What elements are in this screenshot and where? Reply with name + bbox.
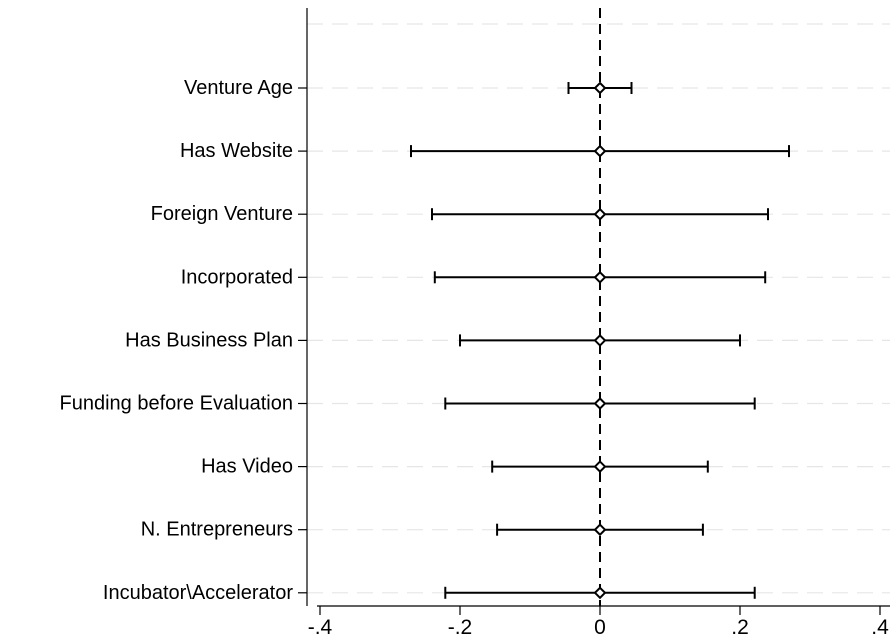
category-label: Has Website [180, 140, 293, 162]
point-estimate [593, 397, 607, 410]
category-label: Venture Age [184, 77, 293, 99]
category-label: Has Video [201, 456, 293, 478]
point-estimate [593, 144, 607, 158]
category-label: N. Entrepreneurs [141, 519, 293, 541]
point-estimate [593, 523, 607, 537]
labels: Venture Age Has Website Foreign Venture Inc… [60, 77, 890, 639]
category-label: Incorporated [181, 266, 293, 288]
point-estimate [593, 207, 607, 221]
axes [298, 8, 890, 615]
point-estimates [593, 81, 607, 600]
point-estimate [593, 81, 607, 95]
point-estimate [593, 586, 607, 600]
point-estimate [593, 270, 607, 284]
category-label: Has Business Plan [125, 329, 293, 351]
x-tick-label: 0 [594, 616, 606, 639]
point-estimate [593, 333, 607, 347]
x-tick-label: .4 [871, 616, 889, 639]
x-tick-label: .2 [731, 616, 749, 639]
category-label: Funding before Evaluation [60, 393, 294, 415]
gridlines [307, 23, 890, 594]
category-label: Foreign Venture [151, 203, 293, 225]
x-tick-label: -.4 [308, 616, 333, 639]
x-tick-label: -.2 [448, 616, 473, 639]
point-estimate [593, 460, 607, 474]
category-label: Incubator\Accelerator [103, 582, 293, 604]
